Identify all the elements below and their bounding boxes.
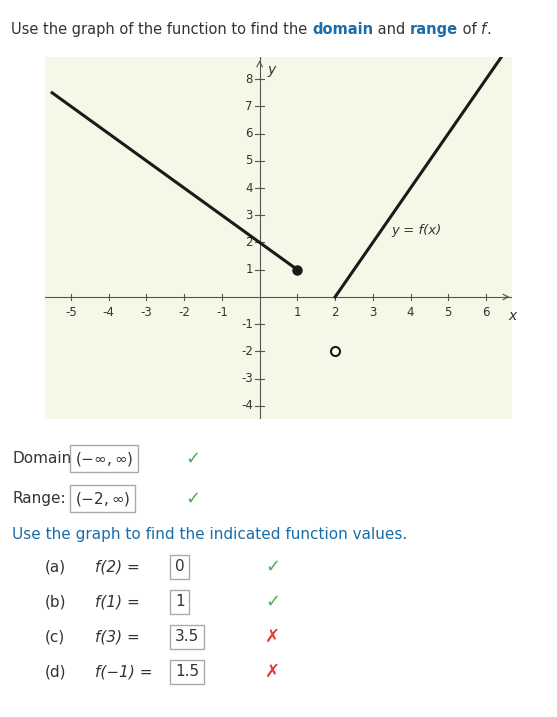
Text: y = f(x): y = f(x): [392, 224, 442, 237]
Text: (b): (b): [45, 594, 66, 609]
Text: (a): (a): [45, 559, 66, 574]
Text: f(1) =: f(1) =: [95, 594, 145, 609]
Text: f: f: [481, 22, 486, 37]
Text: of: of: [458, 22, 481, 37]
Text: -5: -5: [65, 306, 77, 320]
Text: (c): (c): [45, 630, 65, 645]
Text: range: range: [410, 22, 458, 37]
Text: -1: -1: [241, 318, 253, 331]
Text: f(−1) =: f(−1) =: [95, 665, 158, 680]
Text: ✓: ✓: [265, 558, 280, 576]
Text: 0: 0: [175, 559, 184, 574]
Text: 3.5: 3.5: [175, 630, 199, 645]
Text: 3: 3: [246, 209, 253, 222]
Text: 6: 6: [245, 127, 253, 140]
Text: 1: 1: [294, 306, 301, 320]
Text: ✓: ✓: [185, 450, 200, 467]
Text: ✓: ✓: [265, 593, 280, 611]
Text: 2: 2: [331, 306, 339, 320]
Text: ✗: ✗: [265, 663, 280, 681]
Text: -1: -1: [216, 306, 228, 320]
Text: f(2) =: f(2) =: [95, 559, 145, 574]
Text: domain: domain: [312, 22, 373, 37]
Text: 7: 7: [245, 100, 253, 113]
Text: (d): (d): [45, 665, 66, 680]
Text: 5: 5: [246, 154, 253, 167]
Text: x: x: [509, 309, 517, 323]
Text: and: and: [373, 22, 410, 37]
Text: 1: 1: [175, 594, 184, 609]
Text: 1.5: 1.5: [175, 665, 199, 680]
Text: 2: 2: [245, 236, 253, 249]
Text: ✓: ✓: [185, 490, 200, 508]
Text: 6: 6: [482, 306, 490, 320]
Text: 5: 5: [444, 306, 452, 320]
Text: 1: 1: [245, 263, 253, 276]
Text: $(-2,\infty)$: $(-2,\infty)$: [75, 490, 130, 508]
Text: -3: -3: [140, 306, 152, 320]
Text: 8: 8: [246, 72, 253, 85]
Text: y: y: [267, 63, 275, 77]
Text: .: .: [486, 22, 491, 37]
Text: 3: 3: [369, 306, 377, 320]
Text: Domain:: Domain:: [12, 451, 76, 466]
Text: Use the graph to find the indicated function values.: Use the graph to find the indicated func…: [12, 527, 407, 542]
Text: $(-\infty,\infty)$: $(-\infty,\infty)$: [75, 450, 134, 467]
Text: -2: -2: [178, 306, 190, 320]
Text: -3: -3: [241, 372, 253, 385]
Text: Range:: Range:: [12, 491, 66, 506]
Text: 4: 4: [407, 306, 414, 320]
Text: f(3) =: f(3) =: [95, 630, 145, 645]
Text: -4: -4: [103, 306, 115, 320]
Text: -2: -2: [241, 345, 253, 358]
Text: Use the graph of the function to find the: Use the graph of the function to find th…: [11, 22, 312, 37]
Text: -4: -4: [241, 399, 253, 412]
Text: ✗: ✗: [265, 628, 280, 646]
Text: 4: 4: [245, 181, 253, 194]
